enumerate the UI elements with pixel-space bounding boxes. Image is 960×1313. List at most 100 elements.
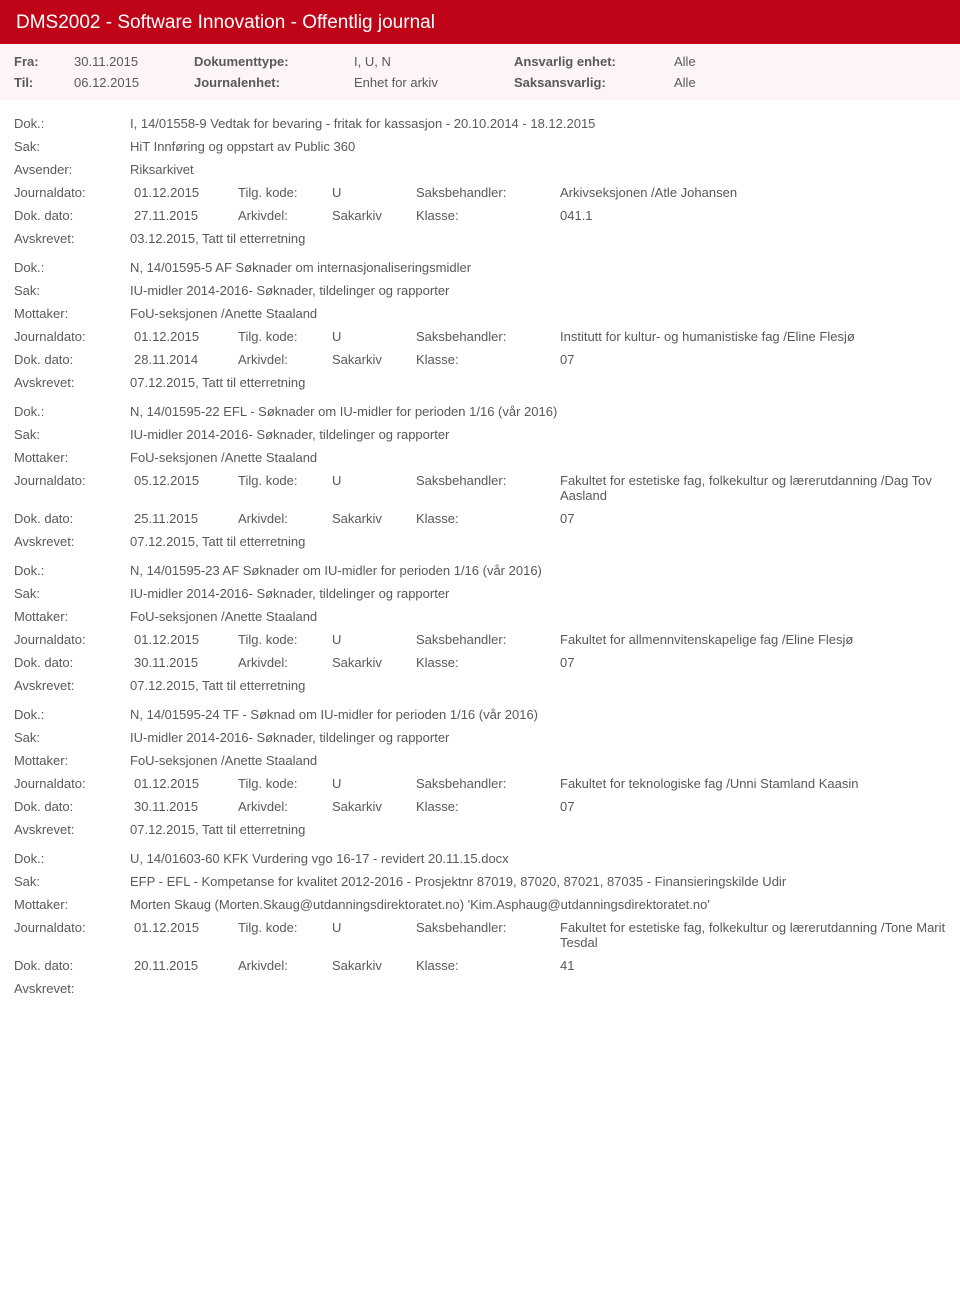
dok-label: Dok.:	[14, 563, 130, 578]
arkivdel-label: Arkivdel:	[238, 958, 328, 973]
dok-value: I, 14/01558-9 Vedtak for bevaring - frit…	[130, 116, 946, 131]
avskrevet-value: 07.12.2015, Tatt til etterretning	[130, 375, 946, 390]
journaldato-label: Journaldato:	[14, 329, 130, 344]
saksbehandler-value: Fakultet for teknologiske fag /Unni Stam…	[560, 776, 946, 791]
dok-label: Dok.:	[14, 707, 130, 722]
klasse-label: Klasse:	[416, 511, 556, 526]
dokdato-value: 30.11.2015	[134, 799, 234, 814]
saksbehandler-label: Saksbehandler:	[416, 776, 556, 791]
party-value: FoU-seksjonen /Anette Staaland	[130, 609, 946, 624]
journaldato-value: 05.12.2015	[134, 473, 234, 488]
party-label: Avsender:	[14, 162, 130, 177]
fra-label: Fra:	[14, 54, 74, 69]
sak-label: Sak:	[14, 427, 130, 442]
tilgkode-value: U	[332, 185, 412, 200]
page-title: DMS2002 - Software Innovation - Offentli…	[0, 0, 960, 44]
tilgkode-value: U	[332, 473, 412, 488]
klasse-value: 07	[560, 511, 946, 526]
dok-value: N, 14/01595-22 EFL - Søknader om IU-midl…	[130, 404, 946, 419]
sak-value: IU-midler 2014-2016- Søknader, tildeling…	[130, 730, 946, 745]
saksbehandler-label: Saksbehandler:	[416, 920, 556, 935]
arkivdel-value: Sakarkiv	[332, 511, 412, 526]
party-value: Morten Skaug (Morten.Skaug@utdanningsdir…	[130, 897, 946, 912]
journalenhet-label: Journalenhet:	[194, 75, 354, 90]
dok-label: Dok.:	[14, 116, 130, 131]
arkivdel-label: Arkivdel:	[238, 511, 328, 526]
tilgkode-label: Tilg. kode:	[238, 920, 328, 935]
dok-value: N, 14/01595-24 TF - Søknad om IU-midler …	[130, 707, 946, 722]
klasse-label: Klasse:	[416, 655, 556, 670]
sak-value: HiT Innføring og oppstart av Public 360	[130, 139, 946, 154]
klasse-value: 07	[560, 799, 946, 814]
fra-value: 30.11.2015	[74, 54, 194, 69]
arkivdel-value: Sakarkiv	[332, 208, 412, 223]
arkivdel-label: Arkivdel:	[238, 799, 328, 814]
dok-value: N, 14/01595-5 AF Søknader om internasjon…	[130, 260, 946, 275]
saksbehandler-label: Saksbehandler:	[416, 185, 556, 200]
saksbehandler-label: Saksbehandler:	[416, 329, 556, 344]
tilgkode-label: Tilg. kode:	[238, 329, 328, 344]
party-label: Mottaker:	[14, 609, 130, 624]
entries-container: Dok.: I, 14/01558-9 Vedtak for bevaring …	[0, 100, 960, 1032]
sak-label: Sak:	[14, 283, 130, 298]
party-label: Mottaker:	[14, 450, 130, 465]
saksbehandler-value: Fakultet for estetiske fag, folkekultur …	[560, 920, 946, 950]
dokdato-label: Dok. dato:	[14, 208, 130, 223]
tilgkode-label: Tilg. kode:	[238, 632, 328, 647]
dokumenttype-label: Dokumenttype:	[194, 54, 354, 69]
sak-value: IU-midler 2014-2016- Søknader, tildeling…	[130, 586, 946, 601]
dokdato-label: Dok. dato:	[14, 352, 130, 367]
tilgkode-label: Tilg. kode:	[238, 473, 328, 488]
saksansvarlig-value: Alle	[674, 75, 946, 90]
sak-label: Sak:	[14, 586, 130, 601]
saksansvarlig-label: Saksansvarlig:	[514, 75, 674, 90]
avskrevet-value: 07.12.2015, Tatt til etterretning	[130, 822, 946, 837]
klasse-value: 07	[560, 352, 946, 367]
saksbehandler-label: Saksbehandler:	[416, 632, 556, 647]
party-label: Mottaker:	[14, 753, 130, 768]
avskrevet-label: Avskrevet:	[14, 981, 130, 996]
klasse-value: 41	[560, 958, 946, 973]
til-value: 06.12.2015	[74, 75, 194, 90]
journaldato-value: 01.12.2015	[134, 776, 234, 791]
party-value: FoU-seksjonen /Anette Staaland	[130, 450, 946, 465]
journal-entry: Dok.: N, 14/01595-22 EFL - Søknader om I…	[14, 400, 946, 555]
avskrevet-value: 07.12.2015, Tatt til etterretning	[130, 534, 946, 549]
avskrevet-value: 07.12.2015, Tatt til etterretning	[130, 678, 946, 693]
saksbehandler-value: Fakultet for allmennvitenskapelige fag /…	[560, 632, 946, 647]
dok-label: Dok.:	[14, 260, 130, 275]
klasse-value: 041.1	[560, 208, 946, 223]
arkivdel-value: Sakarkiv	[332, 352, 412, 367]
party-value: FoU-seksjonen /Anette Staaland	[130, 753, 946, 768]
dokdato-value: 27.11.2015	[134, 208, 234, 223]
journal-entry: Dok.: N, 14/01595-24 TF - Søknad om IU-m…	[14, 703, 946, 843]
journal-entry: Dok.: U, 14/01603-60 KFK Vurdering vgo 1…	[14, 847, 946, 1002]
dok-value: N, 14/01595-23 AF Søknader om IU-midler …	[130, 563, 946, 578]
journaldato-value: 01.12.2015	[134, 920, 234, 935]
tilgkode-label: Tilg. kode:	[238, 185, 328, 200]
arkivdel-label: Arkivdel:	[238, 655, 328, 670]
tilgkode-value: U	[332, 632, 412, 647]
klasse-label: Klasse:	[416, 799, 556, 814]
saksbehandler-value: Institutt for kultur- og humanistiske fa…	[560, 329, 946, 344]
journaldato-label: Journaldato:	[14, 776, 130, 791]
sak-label: Sak:	[14, 730, 130, 745]
dokdato-label: Dok. dato:	[14, 958, 130, 973]
sak-value: IU-midler 2014-2016- Søknader, tildeling…	[130, 427, 946, 442]
sak-value: EFP - EFL - Kompetanse for kvalitet 2012…	[130, 874, 946, 889]
ansvarlig-value: Alle	[674, 54, 946, 69]
avskrevet-label: Avskrevet:	[14, 231, 130, 246]
dokdato-label: Dok. dato:	[14, 655, 130, 670]
journaldato-label: Journaldato:	[14, 473, 130, 488]
dokdato-value: 30.11.2015	[134, 655, 234, 670]
journaldato-value: 01.12.2015	[134, 185, 234, 200]
arkivdel-label: Arkivdel:	[238, 352, 328, 367]
saksbehandler-value: Fakultet for estetiske fag, folkekultur …	[560, 473, 946, 503]
journaldato-value: 01.12.2015	[134, 329, 234, 344]
journaldato-label: Journaldato:	[14, 632, 130, 647]
arkivdel-value: Sakarkiv	[332, 799, 412, 814]
sak-value: IU-midler 2014-2016- Søknader, tildeling…	[130, 283, 946, 298]
party-value: Riksarkivet	[130, 162, 946, 177]
dokdato-value: 28.11.2014	[134, 352, 234, 367]
avskrevet-label: Avskrevet:	[14, 822, 130, 837]
